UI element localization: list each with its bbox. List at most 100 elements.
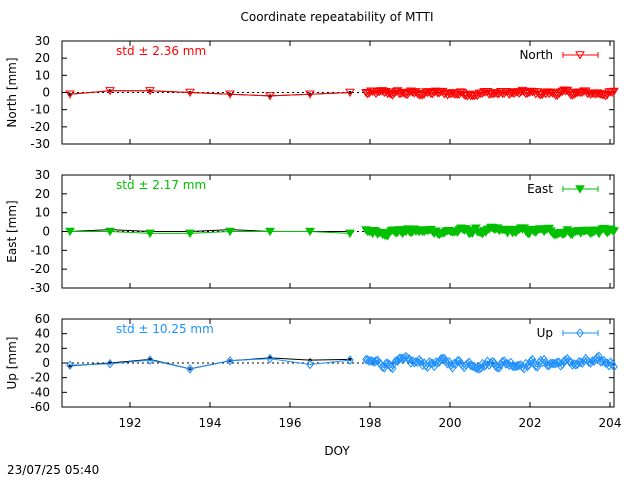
series-point <box>306 359 314 370</box>
y-tick-label: -20 <box>30 371 50 385</box>
dense-series-point <box>486 358 495 368</box>
y-tick-label: -10 <box>30 103 50 117</box>
dense-series-point <box>498 356 507 367</box>
dense-series-point <box>438 353 447 364</box>
dense-series-point <box>377 87 388 96</box>
x-tick-label: 202 <box>519 416 542 430</box>
dense-series-point <box>554 89 564 99</box>
series-point <box>185 229 195 238</box>
dense-series-point <box>437 354 445 364</box>
dense-series-point <box>389 89 400 98</box>
x-tick-label: 192 <box>119 416 142 430</box>
legend-marker <box>576 328 584 338</box>
y-tick-label: -60 <box>30 400 50 414</box>
dense-series-point <box>588 355 597 366</box>
dense-series-point <box>495 363 503 373</box>
dense-series-point <box>406 87 416 96</box>
y-tick-label: 0 <box>42 356 50 370</box>
series-point <box>145 229 155 238</box>
legend-marker <box>575 51 585 60</box>
y-tick-label: 30 <box>35 34 50 48</box>
series-point <box>186 364 194 374</box>
dense-series-point <box>576 357 585 368</box>
dense-series-point <box>427 90 438 99</box>
dense-series-point <box>528 354 537 365</box>
y-tick-label: 40 <box>35 327 50 341</box>
series-point <box>65 227 75 237</box>
dense-series-point <box>560 356 568 366</box>
series-point <box>105 87 115 96</box>
series-point <box>265 92 275 101</box>
dense-series-point <box>417 91 428 100</box>
dense-series-point <box>596 356 605 367</box>
std-label: std ± 2.17 mm <box>116 178 206 192</box>
dense-series-point <box>556 361 565 371</box>
y-tick-label: 20 <box>35 341 50 355</box>
y-tick-label: 10 <box>35 206 50 220</box>
dense-series-point <box>432 357 440 367</box>
dense-series-point <box>439 90 450 99</box>
dense-series-point <box>490 89 501 98</box>
series-point <box>66 360 74 371</box>
series-point <box>305 227 315 237</box>
dense-series-point <box>379 88 390 98</box>
x-tick-label: 198 <box>359 416 382 430</box>
dense-series-point <box>523 361 532 372</box>
y-tick-label: 0 <box>42 225 50 239</box>
dense-series-point <box>365 356 374 367</box>
dense-series-point <box>610 361 618 372</box>
dense-series-point <box>450 358 459 369</box>
dense-series-point <box>400 353 409 363</box>
series-point <box>305 90 315 99</box>
y-tick-label: -30 <box>30 281 50 295</box>
x-tick-label: 200 <box>439 416 462 430</box>
chart-panels: -30 -20 -10 0 10 20 30 North [mm] std ± 2.36 mm N… <box>5 34 621 430</box>
timestamp: 23/07/25 05:40 <box>7 463 99 477</box>
series-point <box>146 355 154 365</box>
series-point <box>65 90 75 99</box>
y-tick-label: 10 <box>35 68 50 82</box>
series-point <box>225 90 235 99</box>
y-axis-label: North [mm] <box>5 57 19 127</box>
series-point <box>145 87 155 96</box>
y-tick-label: -10 <box>30 243 50 257</box>
y-tick-label: -20 <box>30 262 50 276</box>
dense-series-point <box>578 358 587 369</box>
dense-series-point <box>445 357 454 367</box>
y-axis-label: Up [mm] <box>5 337 19 390</box>
series-point <box>225 227 235 237</box>
x-tick-label: 204 <box>599 416 622 430</box>
y-tick-label: -30 <box>30 137 50 151</box>
x-tick-label: 196 <box>279 416 302 430</box>
dense-series-point <box>390 358 399 368</box>
series-point <box>105 227 115 237</box>
dense-series-point <box>535 357 543 368</box>
dense-series-point <box>551 358 560 369</box>
legend-label: East <box>527 182 553 196</box>
y-tick-label: 20 <box>35 51 50 65</box>
series-point <box>106 358 114 369</box>
series-point <box>226 355 234 366</box>
legend-marker <box>575 185 585 194</box>
y-axis-label: East [mm] <box>5 200 19 262</box>
dense-series-point <box>591 354 600 364</box>
dense-series-point <box>546 358 555 369</box>
dense-series-point <box>580 356 588 366</box>
panel-east: -30 -20 -10 0 10 20 30 East [mm] std ± 2.17 mm Ea… <box>5 168 619 295</box>
dense-series-point <box>541 357 550 368</box>
panel-north: -30 -20 -10 0 10 20 30 North [mm] std ± 2.36 mm N… <box>5 34 619 151</box>
dense-series-point <box>586 358 595 368</box>
dense-series-point <box>384 89 395 98</box>
chart-title: Coordinate repeatability of MTTI <box>240 10 433 24</box>
y-tick-label: 0 <box>42 86 50 100</box>
y-tick-label: -20 <box>30 120 50 134</box>
dense-series-point <box>607 88 618 97</box>
legend-label: Up <box>537 326 553 340</box>
series-point <box>345 229 355 238</box>
y-tick-label: 30 <box>35 168 50 182</box>
dense-series-point <box>475 364 484 374</box>
legend-label: North <box>519 48 553 62</box>
std-label: std ± 10.25 mm <box>116 322 214 336</box>
